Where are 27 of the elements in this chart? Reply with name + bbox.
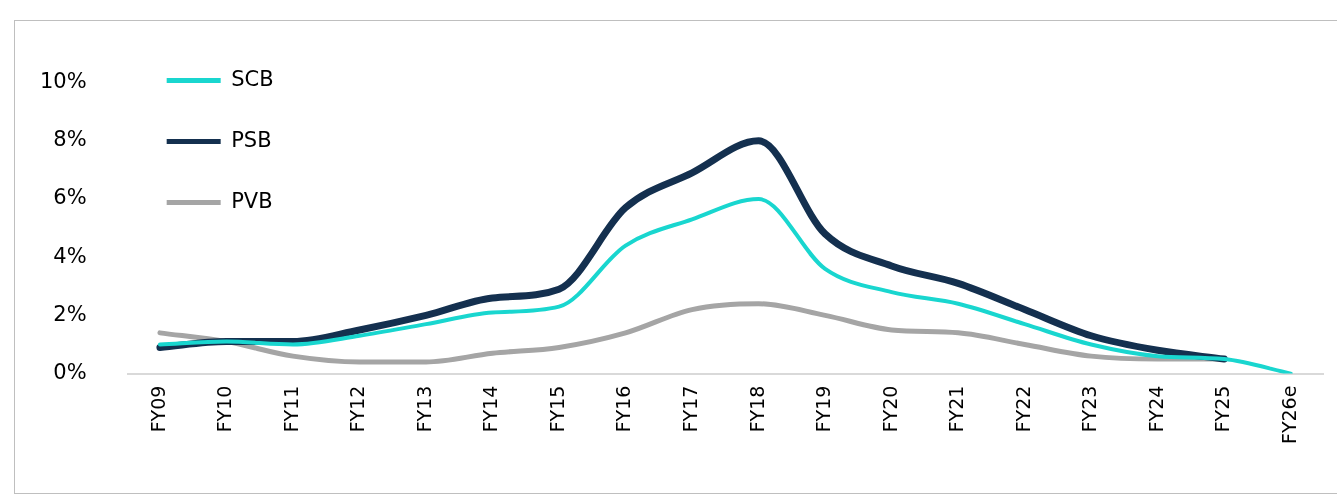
- x-tick-label: FY17: [679, 385, 702, 433]
- x-tick-label: FY20: [878, 385, 901, 433]
- y-tick-label: 0%: [53, 360, 87, 385]
- legend-label: SCB: [231, 66, 274, 91]
- x-tick-label: FY11: [279, 385, 302, 433]
- legend-label: PVB: [231, 188, 273, 213]
- x-tick-label: FY22: [1011, 385, 1034, 433]
- x-tick-label: FY26e: [1277, 385, 1300, 445]
- x-tick-label: FY18: [745, 385, 768, 433]
- y-tick-label: 4%: [53, 243, 87, 268]
- x-tick-label: FY21: [945, 385, 968, 433]
- x-tick-label: FY16: [612, 385, 635, 433]
- x-tick-label: FY10: [213, 385, 236, 433]
- x-tick-label: FY15: [545, 385, 568, 433]
- x-tick-label: FY12: [346, 385, 369, 433]
- x-tick-label: FY14: [479, 385, 502, 433]
- x-tick-label: FY09: [146, 385, 169, 433]
- y-tick-label: 10%: [39, 69, 87, 94]
- x-tick-label: FY19: [812, 385, 835, 433]
- y-tick-label: 8%: [53, 127, 87, 152]
- legend-label: PSB: [231, 127, 272, 152]
- x-tick-label: FY24: [1144, 385, 1167, 433]
- x-tick-label: FY13: [412, 385, 435, 433]
- y-tick-label: 2%: [53, 301, 87, 326]
- x-tick-label: FY25: [1211, 385, 1234, 433]
- y-tick-label: 6%: [53, 185, 87, 210]
- x-tick-label: FY23: [1078, 385, 1101, 433]
